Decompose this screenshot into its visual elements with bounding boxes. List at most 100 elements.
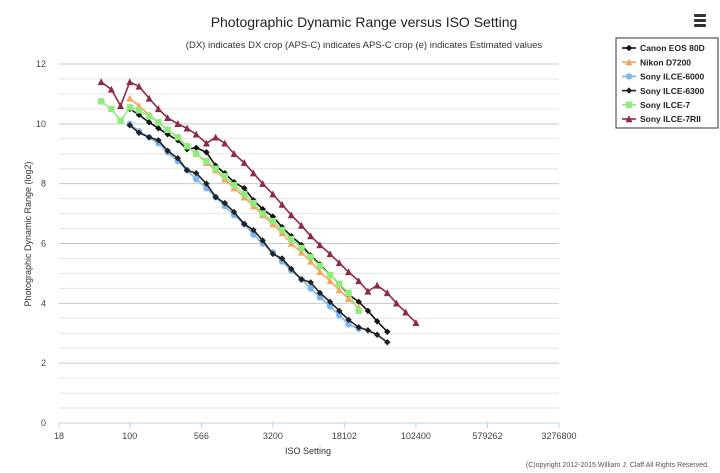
legend-marker[interactable]: [625, 44, 633, 52]
legend-item[interactable]: Sony ILCE-6000: [622, 72, 705, 82]
data-point[interactable]: [193, 169, 200, 177]
data-point[interactable]: [230, 181, 238, 189]
data-point[interactable]: [221, 139, 229, 147]
data-point[interactable]: [288, 265, 295, 273]
data-point[interactable]: [316, 268, 324, 276]
data-point[interactable]: [155, 119, 162, 126]
data-point[interactable]: [297, 248, 305, 256]
data-point[interactable]: [108, 105, 115, 113]
data-point[interactable]: [307, 253, 314, 261]
data-point[interactable]: [298, 276, 305, 283]
legend-item[interactable]: Sony ILCE-6300: [622, 86, 705, 96]
data-point[interactable]: [230, 150, 238, 157]
data-point[interactable]: [336, 312, 343, 319]
data-point[interactable]: [393, 299, 401, 307]
data-point[interactable]: [269, 190, 277, 198]
data-point[interactable]: [155, 125, 162, 132]
data-point[interactable]: [250, 226, 257, 234]
data-point[interactable]: [193, 144, 200, 151]
legend[interactable]: Canon EOS 80D Nikon D7200 Sony ILCE-6000 So…: [615, 37, 719, 129]
data-point[interactable]: [355, 324, 362, 331]
data-point[interactable]: [297, 221, 305, 229]
data-point[interactable]: [364, 287, 372, 295]
data-point[interactable]: [278, 255, 286, 262]
data-point[interactable]: [174, 134, 182, 141]
data-point[interactable]: [155, 137, 162, 144]
data-point[interactable]: [126, 122, 133, 129]
data-point[interactable]: [269, 250, 277, 258]
data-point[interactable]: [373, 318, 381, 325]
data-point[interactable]: [250, 199, 257, 207]
hamburger-menu-icon[interactable]: [692, 12, 712, 32]
data-point[interactable]: [117, 102, 125, 110]
legend-marker[interactable]: [625, 101, 633, 108]
data-point[interactable]: [345, 321, 352, 328]
data-point[interactable]: [145, 113, 153, 120]
data-point[interactable]: [326, 303, 334, 310]
data-point[interactable]: [326, 298, 334, 306]
data-point[interactable]: [164, 126, 171, 134]
data-point[interactable]: [373, 331, 381, 338]
data-point[interactable]: [278, 200, 286, 208]
data-point[interactable]: [345, 289, 352, 297]
data-point[interactable]: [412, 319, 420, 326]
data-point[interactable]: [307, 232, 315, 240]
data-point[interactable]: [345, 295, 353, 303]
data-point[interactable]: [203, 158, 210, 165]
data-point[interactable]: [278, 226, 286, 234]
data-point[interactable]: [203, 149, 210, 156]
data-point[interactable]: [345, 268, 353, 276]
data-point[interactable]: [145, 134, 153, 141]
data-point[interactable]: [373, 281, 381, 289]
data-point[interactable]: [192, 130, 200, 138]
data-point[interactable]: [298, 244, 305, 252]
data-point[interactable]: [364, 327, 372, 334]
legend-marker[interactable]: [625, 58, 633, 66]
data-point[interactable]: [336, 307, 343, 315]
data-point[interactable]: [316, 241, 324, 249]
data-point[interactable]: [259, 179, 267, 187]
legend-item[interactable]: Sony ILCE-7RII: [622, 114, 701, 124]
data-point[interactable]: [230, 208, 238, 216]
data-point[interactable]: [145, 119, 153, 126]
data-point[interactable]: [355, 298, 362, 306]
data-point[interactable]: [97, 98, 105, 105]
data-point[interactable]: [203, 180, 210, 187]
data-point[interactable]: [316, 262, 324, 270]
data-point[interactable]: [126, 94, 134, 102]
data-point[interactable]: [212, 165, 219, 172]
data-point[interactable]: [154, 105, 162, 113]
data-point[interactable]: [355, 277, 363, 285]
data-point[interactable]: [145, 94, 153, 102]
data-point[interactable]: [135, 82, 143, 90]
data-point[interactable]: [212, 133, 220, 141]
data-point[interactable]: [307, 279, 314, 286]
data-point[interactable]: [183, 143, 191, 150]
data-point[interactable]: [212, 193, 219, 201]
data-point[interactable]: [221, 172, 229, 180]
legend-marker[interactable]: [625, 87, 633, 94]
data-point[interactable]: [97, 78, 105, 86]
data-point[interactable]: [364, 307, 372, 315]
data-point[interactable]: [241, 220, 248, 228]
data-point[interactable]: [240, 159, 248, 166]
data-point[interactable]: [307, 285, 314, 292]
data-point[interactable]: [202, 139, 210, 147]
data-point[interactable]: [241, 190, 248, 198]
data-point[interactable]: [384, 328, 391, 335]
data-point[interactable]: [316, 289, 324, 297]
data-point[interactable]: [307, 257, 315, 265]
legend-marker[interactable]: [625, 73, 633, 80]
data-point[interactable]: [288, 235, 295, 243]
data-point[interactable]: [126, 104, 133, 111]
data-point[interactable]: [249, 169, 257, 177]
data-point[interactable]: [241, 184, 248, 192]
data-point[interactable]: [107, 85, 115, 93]
data-point[interactable]: [259, 210, 266, 217]
data-point[interactable]: [383, 289, 391, 297]
legend-item[interactable]: Sony ILCE-7: [622, 100, 690, 110]
legend-item[interactable]: Nikon D7200: [622, 57, 691, 67]
data-point[interactable]: [287, 239, 295, 247]
data-point[interactable]: [402, 308, 410, 316]
data-point[interactable]: [335, 286, 343, 294]
